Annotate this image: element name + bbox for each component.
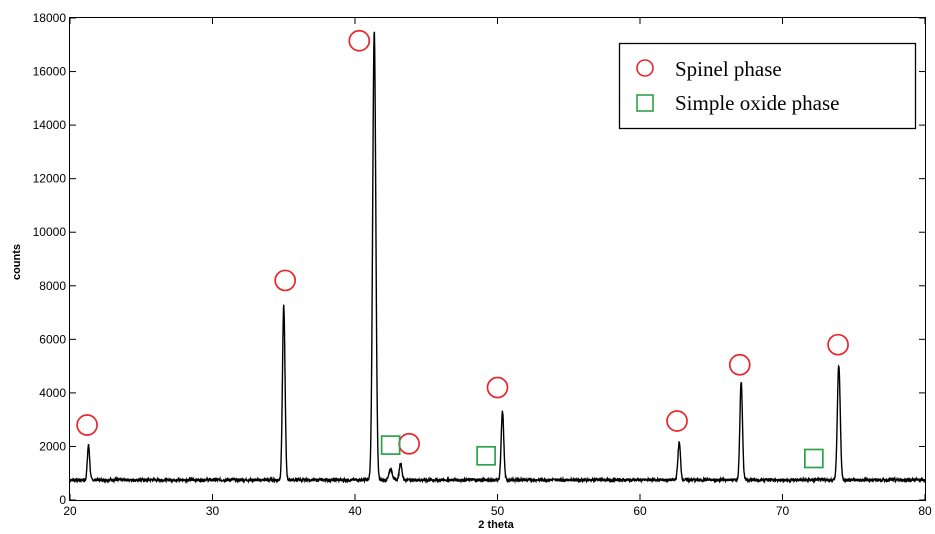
legend-label-spinel: Spinel phase bbox=[675, 57, 782, 81]
y-tick-label: 10000 bbox=[33, 225, 67, 239]
xrd-pattern-line bbox=[69, 31, 926, 485]
legend-circle-marker bbox=[636, 59, 654, 77]
y-tick-label: 12000 bbox=[33, 172, 67, 186]
y-tick-label: 0 bbox=[59, 493, 66, 507]
x-axis-label: 2 theta bbox=[478, 519, 514, 531]
legend-box bbox=[618, 42, 917, 130]
x-tick-label: 70 bbox=[776, 504, 790, 518]
x-tick-label: 80 bbox=[918, 504, 932, 518]
plot-frame bbox=[69, 17, 926, 501]
spinel-phase-marker bbox=[827, 333, 849, 356]
y-axis-label: counts bbox=[11, 244, 23, 280]
y-tick-label: 14000 bbox=[33, 118, 67, 132]
x-tick-label: 50 bbox=[491, 504, 505, 518]
simple-oxide-phase-marker bbox=[476, 445, 496, 466]
y-tick-label: 18000 bbox=[33, 11, 67, 25]
spinel-phase-marker bbox=[348, 29, 371, 52]
spinel-phase-marker bbox=[486, 376, 509, 399]
y-tick-label: 16000 bbox=[33, 65, 67, 79]
x-tick-label: 20 bbox=[63, 504, 77, 518]
y-tick-label: 4000 bbox=[39, 386, 66, 400]
spinel-phase-marker bbox=[398, 432, 420, 455]
spinel-phase-marker bbox=[274, 269, 297, 292]
spinel-phase-marker bbox=[76, 414, 98, 436]
y-tick-label: 6000 bbox=[39, 332, 66, 346]
x-tick-label: 30 bbox=[206, 504, 220, 518]
legend: Spinel phase Simple oxide phase bbox=[618, 42, 917, 130]
simple-oxide-phase-marker bbox=[803, 448, 824, 469]
x-tick-label: 60 bbox=[633, 504, 647, 518]
legend-label-simple-oxide: Simple oxide phase bbox=[675, 91, 839, 115]
y-axis: 0 2000 4000 6000 8000 10000 12000 14000 16000 180… bbox=[33, 11, 925, 507]
spinel-phase-marker bbox=[666, 410, 688, 432]
y-tick-label: 2000 bbox=[39, 439, 66, 453]
legend-square-marker bbox=[636, 94, 654, 112]
simple-oxide-phase-marker bbox=[380, 435, 401, 455]
x-tick-label: 40 bbox=[348, 504, 362, 518]
y-tick-label: 8000 bbox=[39, 279, 66, 293]
x-axis: 20 30 40 50 60 70 80 bbox=[63, 18, 932, 518]
plot-area bbox=[69, 29, 926, 485]
spinel-phase-marker bbox=[728, 353, 751, 376]
